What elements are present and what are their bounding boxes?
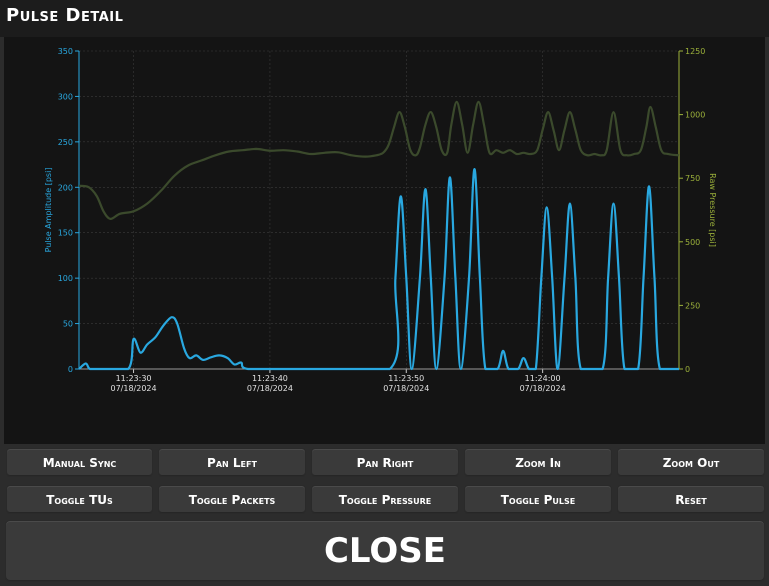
left-axis-tick-label: 100 <box>58 274 73 283</box>
left-axis-tick-label: 150 <box>58 229 73 238</box>
left-axis-tick-label: 50 <box>63 320 73 329</box>
toggle-tus-button[interactable]: Toggle TUs <box>6 485 153 514</box>
reset-label: Reset <box>675 492 707 507</box>
window-title: Pulse Detail <box>6 5 124 26</box>
pan-left-label: Pan Left <box>207 455 257 470</box>
pulse-chart[interactable]: 0 50 100 150 200 250 300 350 0 250 500 750 1000 1250 1… <box>4 37 765 444</box>
left-axis-tick-label: 200 <box>58 183 73 192</box>
pan-right-button[interactable]: Pan Right <box>311 448 459 477</box>
x-axis-tick-time: 11:23:40 <box>252 374 288 383</box>
left-axis-tick-label: 250 <box>58 138 73 147</box>
toggle-packets-label: Toggle Packets <box>188 492 276 507</box>
zoom-in-button[interactable]: Zoom In <box>464 448 612 477</box>
pulse-amplitude-series-line <box>78 168 679 371</box>
manual-sync-button[interactable]: Manual Sync <box>6 448 153 477</box>
left-axis-tick-label: 350 <box>58 47 73 56</box>
raw-pressure-series-line <box>78 100 680 220</box>
x-axis-tick-date: 07/18/2024 <box>247 384 293 393</box>
x-axis-tick-time: 11:24:00 <box>525 374 561 383</box>
toggle-pressure-label: Toggle Pressure <box>338 492 432 507</box>
right-axis-tick-label: 1000 <box>685 111 705 120</box>
toggle-tus-label: Toggle TUs <box>46 492 113 507</box>
title-bar: Pulse Detail <box>0 0 769 37</box>
x-axis-tick-date: 07/18/2024 <box>520 384 566 393</box>
manual-sync-label: Manual Sync <box>42 455 117 470</box>
left-axis-tick-label: 0 <box>68 365 73 374</box>
toggle-pressure-button[interactable]: Toggle Pressure <box>311 485 459 514</box>
right-axis-tick-label: 750 <box>685 174 700 183</box>
pan-right-label: Pan Right <box>356 455 414 470</box>
x-axis-tick-date: 07/18/2024 <box>383 384 429 393</box>
zoom-in-label: Zoom In <box>515 455 561 470</box>
zoom-out-button[interactable]: Zoom Out <box>617 448 765 477</box>
left-axis-tick-label: 300 <box>58 92 73 101</box>
right-axis-tick-label: 1250 <box>685 47 705 56</box>
toggle-pulse-label: Toggle Pulse <box>500 492 576 507</box>
right-axis-tick-label: 0 <box>685 365 690 374</box>
right-axis-tick-label: 500 <box>685 238 700 247</box>
zoom-out-label: Zoom Out <box>662 455 720 470</box>
close-button[interactable]: CLOSE <box>5 520 765 582</box>
x-axis-tick-time: 11:23:30 <box>116 374 152 383</box>
toggle-pulse-button[interactable]: Toggle Pulse <box>464 485 612 514</box>
toggle-packets-button[interactable]: Toggle Packets <box>158 485 306 514</box>
left-axis-label: Pulse Amplitude [psi] <box>44 168 53 253</box>
pulse-chart-panel[interactable]: 0 50 100 150 200 250 300 350 0 250 500 750 1000 1250 1… <box>4 37 765 444</box>
x-axis-tick-date: 07/18/2024 <box>110 384 156 393</box>
right-axis-tick-label: 250 <box>685 301 700 310</box>
reset-button[interactable]: Reset <box>617 485 765 514</box>
close-label: CLOSE <box>323 531 447 571</box>
right-axis-label: Raw Pressure [psi] <box>708 173 717 247</box>
pan-left-button[interactable]: Pan Left <box>158 448 306 477</box>
x-axis-tick-time: 11:23:50 <box>388 374 424 383</box>
